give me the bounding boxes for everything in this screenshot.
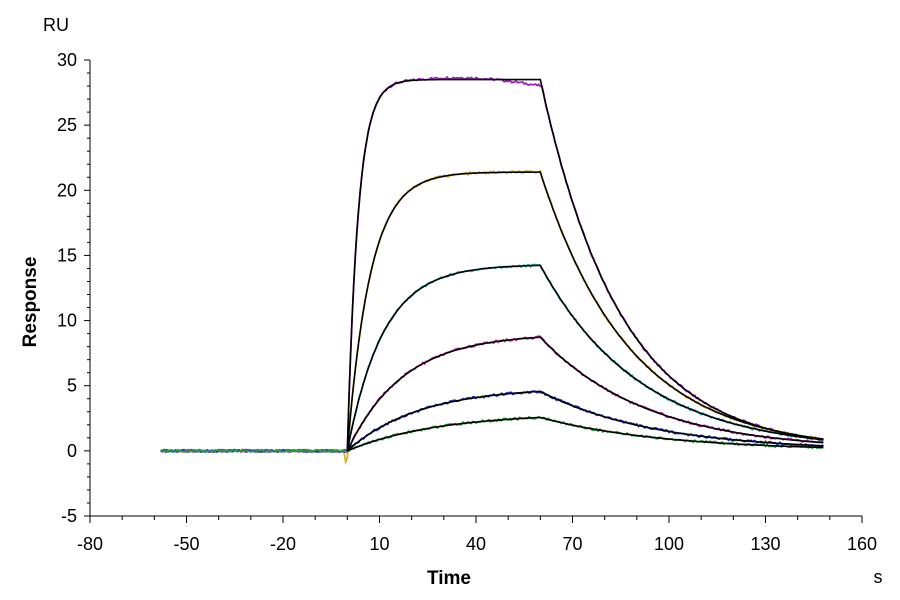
y-tick-label: -5: [61, 506, 77, 526]
x-tick-label: 100: [654, 534, 684, 554]
y-tick-label: 10: [57, 311, 77, 331]
y-tick-label: 20: [57, 180, 77, 200]
x-tick-label: 70: [562, 534, 582, 554]
data-curve-6: [160, 415, 824, 454]
x-tick-label: -50: [173, 534, 199, 554]
data-curve-3: [160, 263, 824, 454]
x-tick-label: 160: [847, 534, 877, 554]
y-unit-label: RU: [43, 15, 69, 35]
y-ticks: -5 0 5 10 15 20 25 30: [57, 50, 90, 526]
x-ticks: -80 -50 -20 10 40 70 100 130 160: [77, 516, 877, 554]
axes: [89, 60, 862, 517]
fit-curve-4: [346, 336, 824, 452]
y-tick-label: 15: [57, 245, 77, 265]
x-tick-label: -80: [77, 534, 103, 554]
data-curve-4: [160, 335, 824, 454]
x-unit-label: s: [874, 567, 883, 587]
fit-curve-5: [346, 390, 824, 452]
x-tick-label: 10: [369, 534, 389, 554]
y-axis-title: Response: [20, 257, 41, 348]
y-tick-label: 25: [57, 115, 77, 135]
x-axis-title: Time: [427, 568, 471, 589]
fit-curve-3: [346, 264, 824, 452]
data-curve-2: [160, 169, 824, 466]
y-tick-label: 0: [67, 441, 77, 461]
x-tick-label: -20: [270, 534, 296, 554]
fit-curve-1: [346, 78, 824, 451]
series-group: [160, 75, 824, 466]
fit-curve-2: [346, 171, 824, 451]
y-tick-label: 30: [57, 50, 77, 70]
x-tick-label: 130: [750, 534, 780, 554]
x-tick-label: 40: [466, 534, 486, 554]
fit-curve-6: [347, 416, 824, 452]
y-tick-label: 5: [67, 376, 77, 396]
